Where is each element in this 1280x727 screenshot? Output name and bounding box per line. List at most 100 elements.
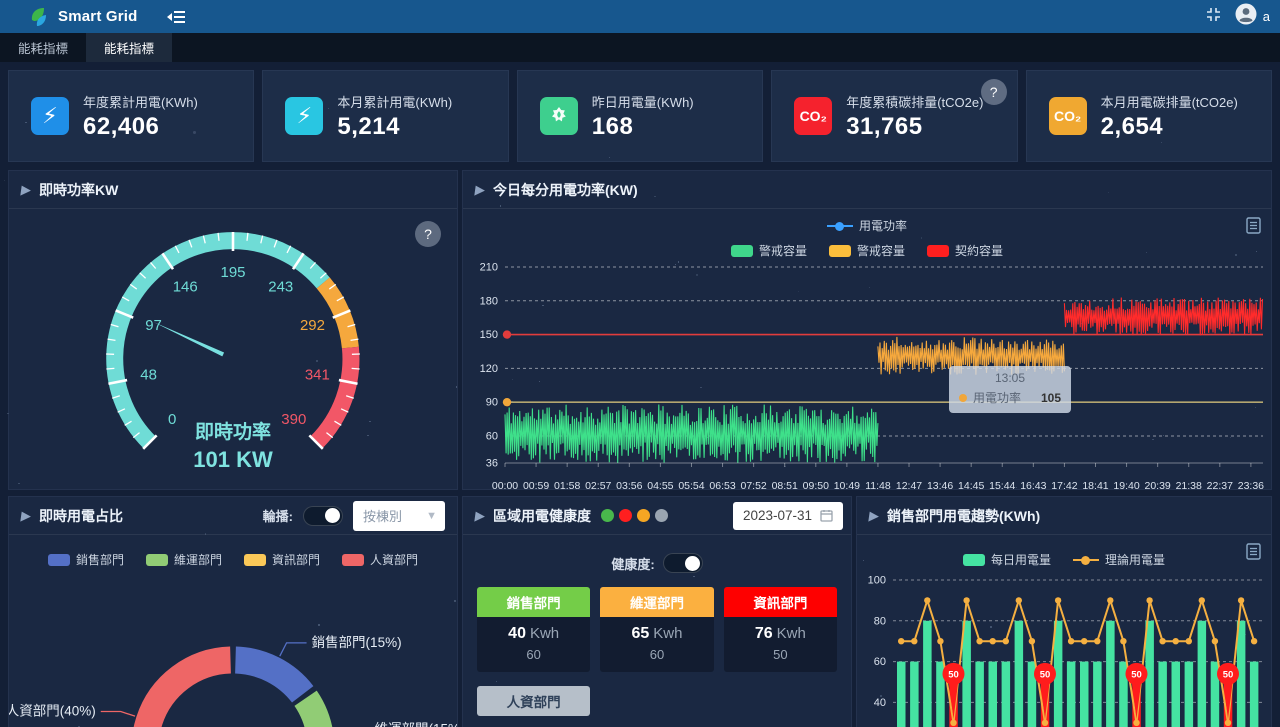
brand-name: Smart Grid [58,8,138,25]
username-label: a [1262,9,1270,24]
health-dot-3 [655,509,668,522]
svg-text:即時功率: 即時功率 [195,420,271,443]
health-card-title[interactable]: 銷售部門 [477,587,591,617]
legend-item-銷售部門[interactable]: 銷售部門 [47,551,124,568]
svg-text:60: 60 [486,430,498,442]
donut-panel-title: 即時用電占比 [39,507,123,524]
minute-power-line-chart[interactable]: 36 60 90 120 150 180 210 00:00 00:59 01:58 02:57 03… [463,259,1271,490]
kpi-card-2: 昨日用電量(KWh) 168 [516,70,764,162]
health-card-threshold: 60 [649,647,665,662]
svg-text:00:59: 00:59 [523,480,549,490]
data-view-icon[interactable] [1246,543,1261,565]
svg-text:50: 50 [1131,669,1142,680]
health-card-title[interactable]: 人資部門 [477,686,591,716]
svg-text:10:49: 10:49 [834,480,860,490]
panel-arrow-icon: ▶ [20,507,33,523]
svg-text:80: 80 [874,615,886,627]
svg-text:40: 40 [874,697,886,709]
legend-item-用電功率[interactable]: 用電功率 [826,217,907,234]
svg-text:210: 210 [480,262,498,274]
legend-item-人資部門[interactable]: 人資部門 [342,551,418,568]
data-view-icon[interactable] [1246,217,1261,239]
health-toggle[interactable] [662,553,703,573]
svg-text:00:00: 00:00 [492,480,518,490]
line-panel-title: 今日每分用電功率(KW) [493,181,638,198]
power-share-panel: ▶ 即時用電占比 輪播: 按棟別 ▼ 銷售部門 維運部門 資訊部門 人資部門 銷售部門… [8,496,458,727]
health-card-threshold: 50 [773,647,788,662]
dept-share-donut-chart[interactable]: 銷售部門(15%) 維運部門(15%) 人資部門(40%) [9,568,457,727]
svg-text:97: 97 [145,317,162,334]
dashboard-main: ⚡ 年度累計用電(KWh) 62,406 ⚡ 本月累計用電(KWh) 5,214… [0,62,1280,727]
brand: Smart Grid [28,6,138,28]
svg-text:15:44: 15:44 [989,480,1015,490]
kpi-card-4: CO₂ 本月用電碳排量(tCO2e) 2,654 [1025,70,1272,162]
health-card-title[interactable]: 資訊部門 [723,587,837,617]
health-status-dots [601,509,668,522]
svg-text:60: 60 [874,656,886,668]
kpi-row: ⚡ 年度累計用電(KWh) 62,406 ⚡ 本月累計用電(KWh) 5,214… [8,70,1272,162]
sales-trend-panel: ▶ 銷售部門用電趨勢(KWh) 每日用電量 理論用電量 40 60 80 100 50 50… [856,496,1272,727]
svg-text:23:36: 23:36 [1238,480,1264,490]
top-navbar: Smart Grid a [0,0,1280,33]
sales-trend-bar-chart[interactable]: 40 60 80 100 50 50 50 50 [857,568,1271,727]
kpi-value: 5,214 [337,112,400,140]
calendar-icon [820,510,833,522]
co2-icon: CO₂ [1048,97,1087,135]
health-card-維運部門: 維運部門 65 Kwh 60 [600,587,714,672]
svg-text:195: 195 [220,264,245,281]
svg-text:01:58: 01:58 [554,480,580,490]
legend-item-警戒容量[interactable]: 警戒容量 [730,242,807,259]
svg-text:50: 50 [948,669,959,680]
tab-0[interactable]: 能耗指標 [18,42,69,56]
exit-fullscreen-icon[interactable] [1206,7,1221,27]
co2-icon: CO₂ [794,97,833,135]
health-card-value: 40 Kwh [508,625,560,642]
svg-text:22:37: 22:37 [1207,480,1233,490]
building-select[interactable]: 按棟別 ▼ [353,500,445,531]
kpi-value: 62,406 [83,112,160,140]
legend-item-維運部門[interactable]: 維運部門 [145,551,222,568]
tab-bar: 能耗指標 能耗指標 [0,33,1280,62]
health-card-value: 65 Kwh [631,625,683,642]
trend-legend: 每日用電量 理論用電量 [857,543,1271,568]
svg-text:50: 50 [1040,669,1051,680]
panel-arrow-icon: ▶ [474,181,487,197]
kpi-card-0: ⚡ 年度累計用電(KWh) 62,406 [8,70,255,162]
legend-item-資訊部門[interactable]: 資訊部門 [244,551,320,568]
user-avatar[interactable] [1235,3,1257,30]
chevron-down-icon: ▼ [426,509,437,522]
svg-text:05:54: 05:54 [678,480,704,490]
svg-text:120: 120 [480,363,498,375]
legend-item-契約容量[interactable]: 契約容量 [927,242,1003,259]
svg-text:20:39: 20:39 [1145,480,1171,490]
svg-text:100: 100 [868,575,886,587]
sidebar-collapse-icon[interactable] [166,9,186,25]
realtime-power-gauge-chart[interactable]: 0 48 97 146 195 243 292 341 390 即時功率 101 KW [9,209,457,489]
panel-arrow-icon: ▶ [868,507,881,523]
gauge-panel-title: 即時功率KW [39,181,119,198]
svg-text:08:51: 08:51 [772,480,798,490]
health-card-title[interactable]: 維運部門 [600,587,714,617]
date-picker[interactable]: 2023-07-31 [732,501,843,530]
health-dot-1 [619,509,632,522]
kpi-help-button[interactable]: ? [980,79,1007,105]
gauge-help-button[interactable]: ? [415,221,441,247]
health-dot-2 [637,509,650,522]
svg-text:銷售部門(15%): 銷售部門(15%) [312,635,402,650]
legend-item-警戒容量[interactable]: 警戒容量 [828,242,905,259]
carousel-toggle[interactable] [303,505,343,526]
health-cards-row1: 銷售部門 40 Kwh 60 維運部門 65 Kwh 60 資訊部門 76 Kwh 50 [477,587,837,672]
svg-text:17:42: 17:42 [1051,480,1077,490]
trend-panel-title: 銷售部門用電趨勢(KWh) [887,507,1041,524]
svg-text:07:52: 07:52 [740,480,766,490]
svg-text:21:38: 21:38 [1176,480,1202,490]
legend-item-理論用電量[interactable]: 理論用電量 [1073,551,1165,568]
carousel-label: 輪播: [262,509,293,524]
legend-item-每日用電量[interactable]: 每日用電量 [962,551,1051,568]
tab-1[interactable]: 能耗指標 [86,33,173,62]
svg-text:90: 90 [486,397,498,409]
energy-gear-icon [539,97,578,135]
date-value: 2023-07-31 [742,508,812,523]
panel-arrow-icon: ▶ [20,181,33,197]
leaf-logo-icon [31,7,46,26]
